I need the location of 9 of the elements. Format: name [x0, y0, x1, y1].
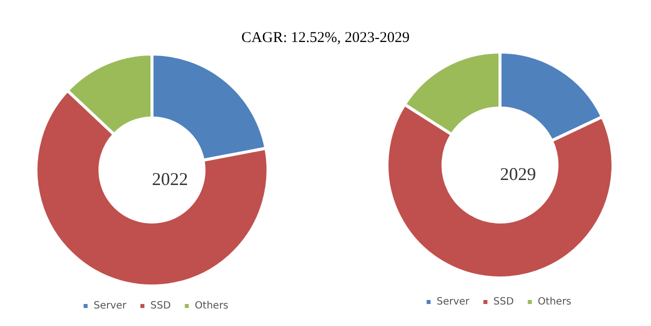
legend-label: Server — [94, 300, 128, 312]
legend-label: SSD — [493, 296, 514, 308]
legend-label: Server — [436, 296, 470, 308]
legend-label: Others — [538, 296, 572, 308]
text: 2029 — [500, 164, 536, 184]
text: 2022 — [152, 169, 188, 189]
text: CAGR: 12.52%, 2023-2029 — [240, 30, 411, 47]
legend-label: Others — [194, 300, 228, 312]
legend-label: SSD — [150, 300, 172, 312]
